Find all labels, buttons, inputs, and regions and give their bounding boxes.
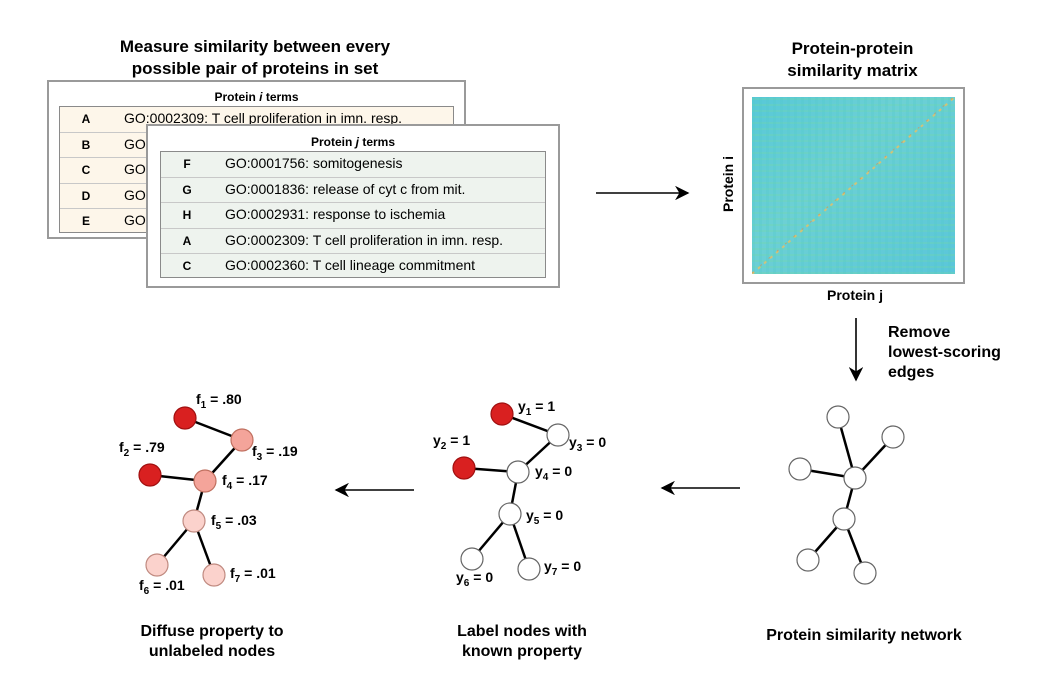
go-term: GO:0002309: T cell proliferation in imn.… — [225, 231, 504, 248]
row-letter: H — [182, 208, 192, 222]
remove-edges-label: Remove lowest-scoring edges — [888, 323, 1001, 383]
network-node — [826, 405, 850, 429]
remove-edges-line2: lowest-scoring — [888, 344, 1001, 361]
node-label-y7: y7 = 0 — [544, 558, 581, 578]
network-node — [853, 561, 877, 585]
network-node — [881, 425, 905, 449]
table-row: A GO:0002309: T cell proliferation in imn… — [161, 229, 545, 254]
table-row: C GO:0002360: T cell lineage commitment — [161, 254, 545, 279]
unlabeled-node-5 — [498, 502, 522, 526]
unlabeled-node-7 — [517, 557, 541, 581]
step2-title: Protein-protein similarity matrix — [740, 38, 965, 82]
diffused-node-3 — [230, 428, 254, 452]
step5-caption-line2: unlabeled nodes — [148, 643, 276, 660]
diffused-graph-nodes — [138, 406, 254, 587]
step4-caption-line1: Label nodes with — [457, 623, 587, 640]
step5-caption: Diffuse property to unlabeled nodes — [92, 622, 332, 662]
node-label-y6: y6 = 0 — [456, 569, 493, 589]
row-letter: A — [81, 112, 91, 126]
protein-j-table-header: Protein j terms — [310, 135, 396, 149]
node-label-f1: f1 = .80 — [196, 391, 242, 411]
row-letter: D — [81, 188, 91, 203]
similarity-matrix — [742, 87, 965, 284]
step4-caption: Label nodes with known property — [412, 622, 632, 662]
diffused-graph-labels: f1 = .80 f2 = .79 f3 = .19 f4 = .17 f5 =… — [119, 391, 298, 597]
unlabeled-node-3 — [546, 423, 570, 447]
labeled-node-1 — [490, 402, 514, 426]
heatmap-diagonal — [752, 97, 955, 274]
diffused-node-7 — [202, 563, 226, 587]
go-term: GO — [124, 161, 146, 177]
labeled-graph-nodes — [452, 402, 570, 581]
node-label-y1: y1 = 1 — [518, 398, 555, 418]
go-term: GO:0002360: T cell lineage commitment — [225, 257, 476, 273]
go-term: GO:0001756: somitogenesis — [225, 155, 403, 171]
node-label-f2: f2 = .79 — [119, 439, 165, 459]
step1-title-line2: possible pair of proteins in set — [131, 59, 379, 78]
step1-title: Measure similarity between every possibl… — [90, 36, 420, 80]
step4-caption-line2: known property — [461, 643, 582, 660]
row-letter: C — [81, 163, 91, 177]
protein-j-table-body: F GO:0001756: somitogenesis G GO:0001836: … — [160, 151, 546, 278]
row-letter: B — [81, 137, 91, 152]
table-row: F GO:0001756: somitogenesis — [161, 152, 545, 178]
go-term: GO:0002309: T cell proliferation in imn.… — [124, 110, 403, 126]
node-label-y2: y2 = 1 — [433, 432, 470, 452]
go-term: GO:0002931: response to ischemia — [225, 206, 446, 222]
network-node — [796, 548, 820, 572]
node-label-y4: y4 = 0 — [535, 463, 572, 483]
go-term: GO:0001836: release of cyt c from mit. — [225, 180, 466, 197]
labeled-graph-labels: y1 = 1 y2 = 1 y3 = 0 y4 = 0 y5 = 0 y6 = … — [433, 398, 606, 589]
step2-title-line2: similarity matrix — [787, 61, 918, 80]
network-node — [843, 466, 867, 490]
unlabeled-node-4 — [506, 460, 530, 484]
diffused-node-5 — [182, 509, 206, 533]
protein-i-table-header: Protein i terms — [214, 90, 299, 104]
matrix-x-label: Protein j — [826, 287, 883, 303]
diffused-node-2 — [138, 463, 162, 487]
node-label-f4: f4 = .17 — [222, 472, 268, 492]
row-letter: F — [183, 157, 191, 171]
table-row: G GO:0001836: release of cyt c from mit. — [161, 178, 545, 203]
row-letter: G — [182, 182, 192, 197]
network-node — [832, 507, 856, 531]
table-row: H GO:0002931: response to ischemia — [161, 203, 545, 229]
step5-caption-line1: Diffuse property to — [140, 623, 284, 640]
remove-edges-line3: edges — [888, 364, 935, 381]
node-label-f6: f6 = .01 — [139, 577, 185, 597]
similarity-heatmap — [752, 97, 955, 274]
row-letter: A — [182, 233, 192, 248]
network-node — [788, 457, 812, 481]
node-label-y3: y3 = 0 — [569, 434, 606, 454]
step1-title-line1: Measure similarity between every — [119, 37, 391, 56]
row-letter: C — [182, 259, 192, 273]
remove-edges-line1: Remove — [888, 324, 951, 341]
go-term: GO — [124, 212, 146, 228]
protein-similarity-network — [799, 416, 894, 574]
network-nodes — [788, 405, 905, 585]
node-label-f7: f7 = .01 — [230, 565, 276, 585]
protein-j-terms-table: Protein j terms F GO:0001756: somitogenes… — [146, 124, 560, 288]
go-term: GO — [124, 135, 146, 152]
diffused-node-1 — [173, 406, 197, 430]
step2-title-line1: Protein-protein — [791, 39, 914, 58]
node-label-f5: f5 = .03 — [211, 512, 257, 532]
step3-caption: Protein similarity network — [766, 627, 962, 644]
node-label-f3: f3 = .19 — [252, 443, 298, 463]
diffused-node-6 — [145, 553, 169, 577]
labeled-graph-edges — [463, 412, 559, 570]
diffused-node-4 — [193, 469, 217, 493]
table-row: E GO — [60, 209, 453, 234]
go-term: GO — [124, 186, 146, 203]
node-label-y5: y5 = 0 — [526, 507, 563, 527]
row-letter: E — [81, 214, 90, 228]
unlabeled-node-6 — [460, 547, 484, 571]
labeled-node-2 — [452, 456, 476, 480]
